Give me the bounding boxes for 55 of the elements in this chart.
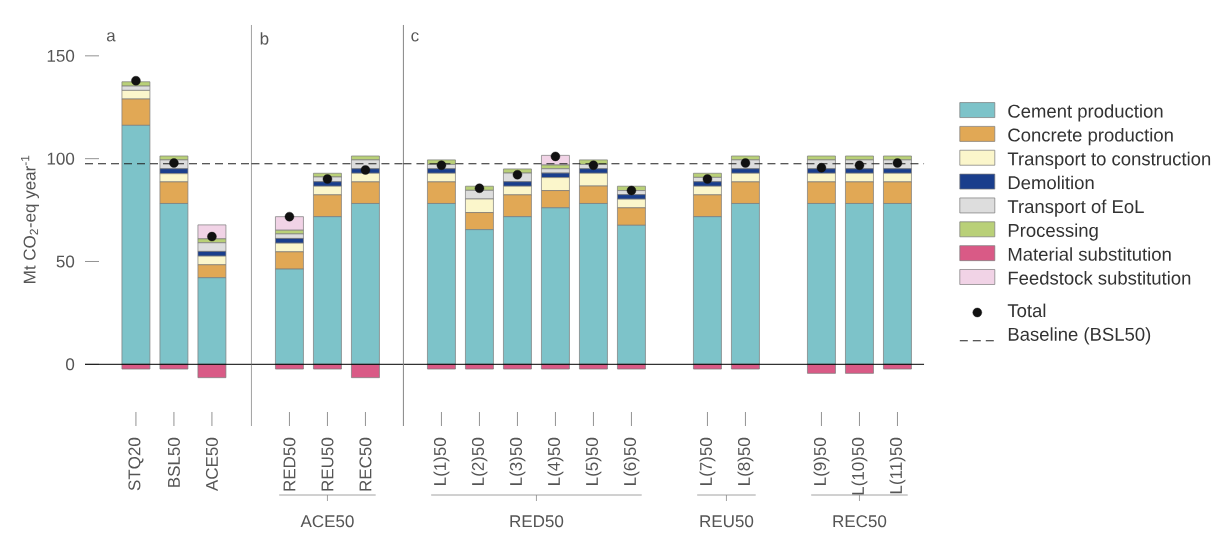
legend-label: Material substitution bbox=[1008, 247, 1171, 261]
x-tick-label: L(1)50 bbox=[433, 437, 450, 485]
point bbox=[550, 151, 561, 162]
legend-label: Transport to construction bbox=[1007, 151, 1211, 170]
point bbox=[854, 160, 865, 170]
legend-label: Transport of EoL bbox=[1007, 199, 1144, 217]
x-tick-label: REC50 bbox=[359, 437, 372, 491]
chart-title: b bbox=[260, 32, 269, 45]
legend-label: Total bbox=[1007, 303, 1046, 318]
chart-title: c bbox=[411, 32, 419, 42]
point bbox=[131, 76, 141, 86]
y-tick-label: 150 bbox=[47, 49, 75, 62]
legend-label: Demolition bbox=[1008, 175, 1094, 190]
x-tick-label: RED50 bbox=[283, 437, 296, 491]
x-tick-label: L(2)50 bbox=[471, 437, 488, 485]
bar bbox=[275, 233, 304, 239]
point bbox=[816, 163, 827, 173]
legend-label: Baseline (BSL50) bbox=[1008, 327, 1151, 345]
x-tick-label: L(8)50 bbox=[737, 437, 754, 485]
x-tick-label: L(3)50 bbox=[509, 437, 526, 485]
y-tick-label: 50 bbox=[56, 255, 75, 268]
bar bbox=[197, 242, 227, 252]
point bbox=[512, 170, 523, 180]
point bbox=[436, 160, 447, 170]
x-tick-label: STQ20 bbox=[128, 437, 144, 491]
x-tick-label: REU50 bbox=[321, 437, 334, 491]
point bbox=[588, 160, 599, 170]
x-tick-label: L(10)50 bbox=[851, 437, 868, 495]
x-tick-label: ACE50 bbox=[205, 437, 218, 492]
legend-label: Concrete production bbox=[1008, 127, 1173, 146]
x-tick-label: L(5)50 bbox=[585, 437, 602, 485]
legend-label: Cement production bbox=[1008, 104, 1163, 122]
x-tick-label: BSL50 bbox=[167, 437, 180, 487]
point bbox=[207, 231, 217, 242]
point bbox=[169, 158, 179, 168]
x-tick-label: L(4)50 bbox=[547, 437, 564, 485]
text: REC50 bbox=[833, 515, 887, 528]
point bbox=[740, 158, 751, 168]
text: RED50 bbox=[510, 515, 564, 528]
point bbox=[702, 174, 713, 184]
chart-title: a bbox=[106, 32, 116, 42]
x-tick-label: L(9)50 bbox=[813, 437, 830, 485]
x-tick-label: L(7)50 bbox=[699, 437, 716, 485]
x-tick-label: L(6)50 bbox=[623, 437, 640, 485]
y-tick-label: 0 bbox=[66, 358, 75, 371]
point bbox=[474, 183, 485, 193]
y-axis-title: Mt CO$_{2}$-eq year$^{-1}$ bbox=[21, 155, 39, 283]
text: ACE50 bbox=[300, 515, 354, 528]
legend-label: Processing bbox=[1008, 223, 1098, 241]
text: REU50 bbox=[700, 515, 754, 528]
legend-label: Feedstock substitution bbox=[1008, 271, 1191, 285]
x-tick-label: L(11)50 bbox=[889, 437, 906, 494]
y-tick-label: 100 bbox=[47, 152, 75, 165]
point bbox=[892, 158, 903, 168]
point bbox=[626, 185, 637, 196]
